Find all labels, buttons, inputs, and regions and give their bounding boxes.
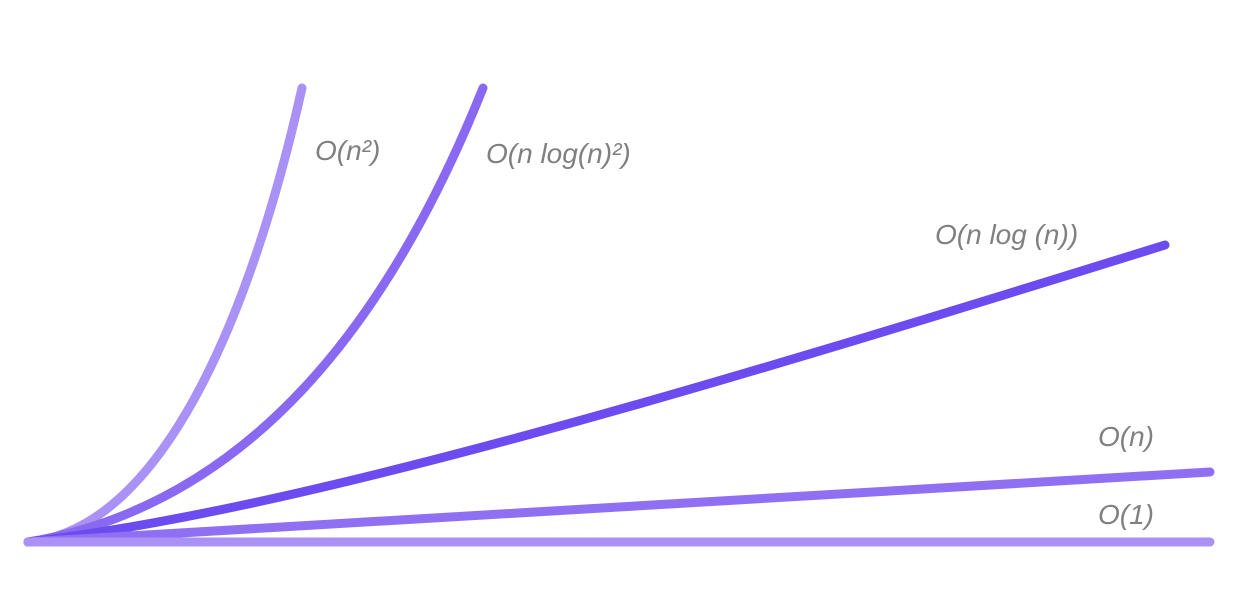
label-o-n-log-n: O(n log (n)) xyxy=(935,219,1078,250)
label-o-n-squared: O(n²) xyxy=(315,135,380,166)
curve-o-n-squared xyxy=(23,83,307,547)
curves-group xyxy=(23,83,1215,547)
curve-o-n-log-n xyxy=(23,240,1170,547)
label-o-1: O(1) xyxy=(1098,499,1154,530)
curve-o-n-log-n-squared xyxy=(23,83,488,547)
label-o-n-log-n-squared: O(n log(n)²) xyxy=(486,138,631,169)
labels-group: O(1) O(n) O(n log (n)) O(n log(n)²) O(n²… xyxy=(315,135,1154,530)
label-o-n: O(n) xyxy=(1098,421,1154,452)
curve-o-n xyxy=(23,467,1215,547)
